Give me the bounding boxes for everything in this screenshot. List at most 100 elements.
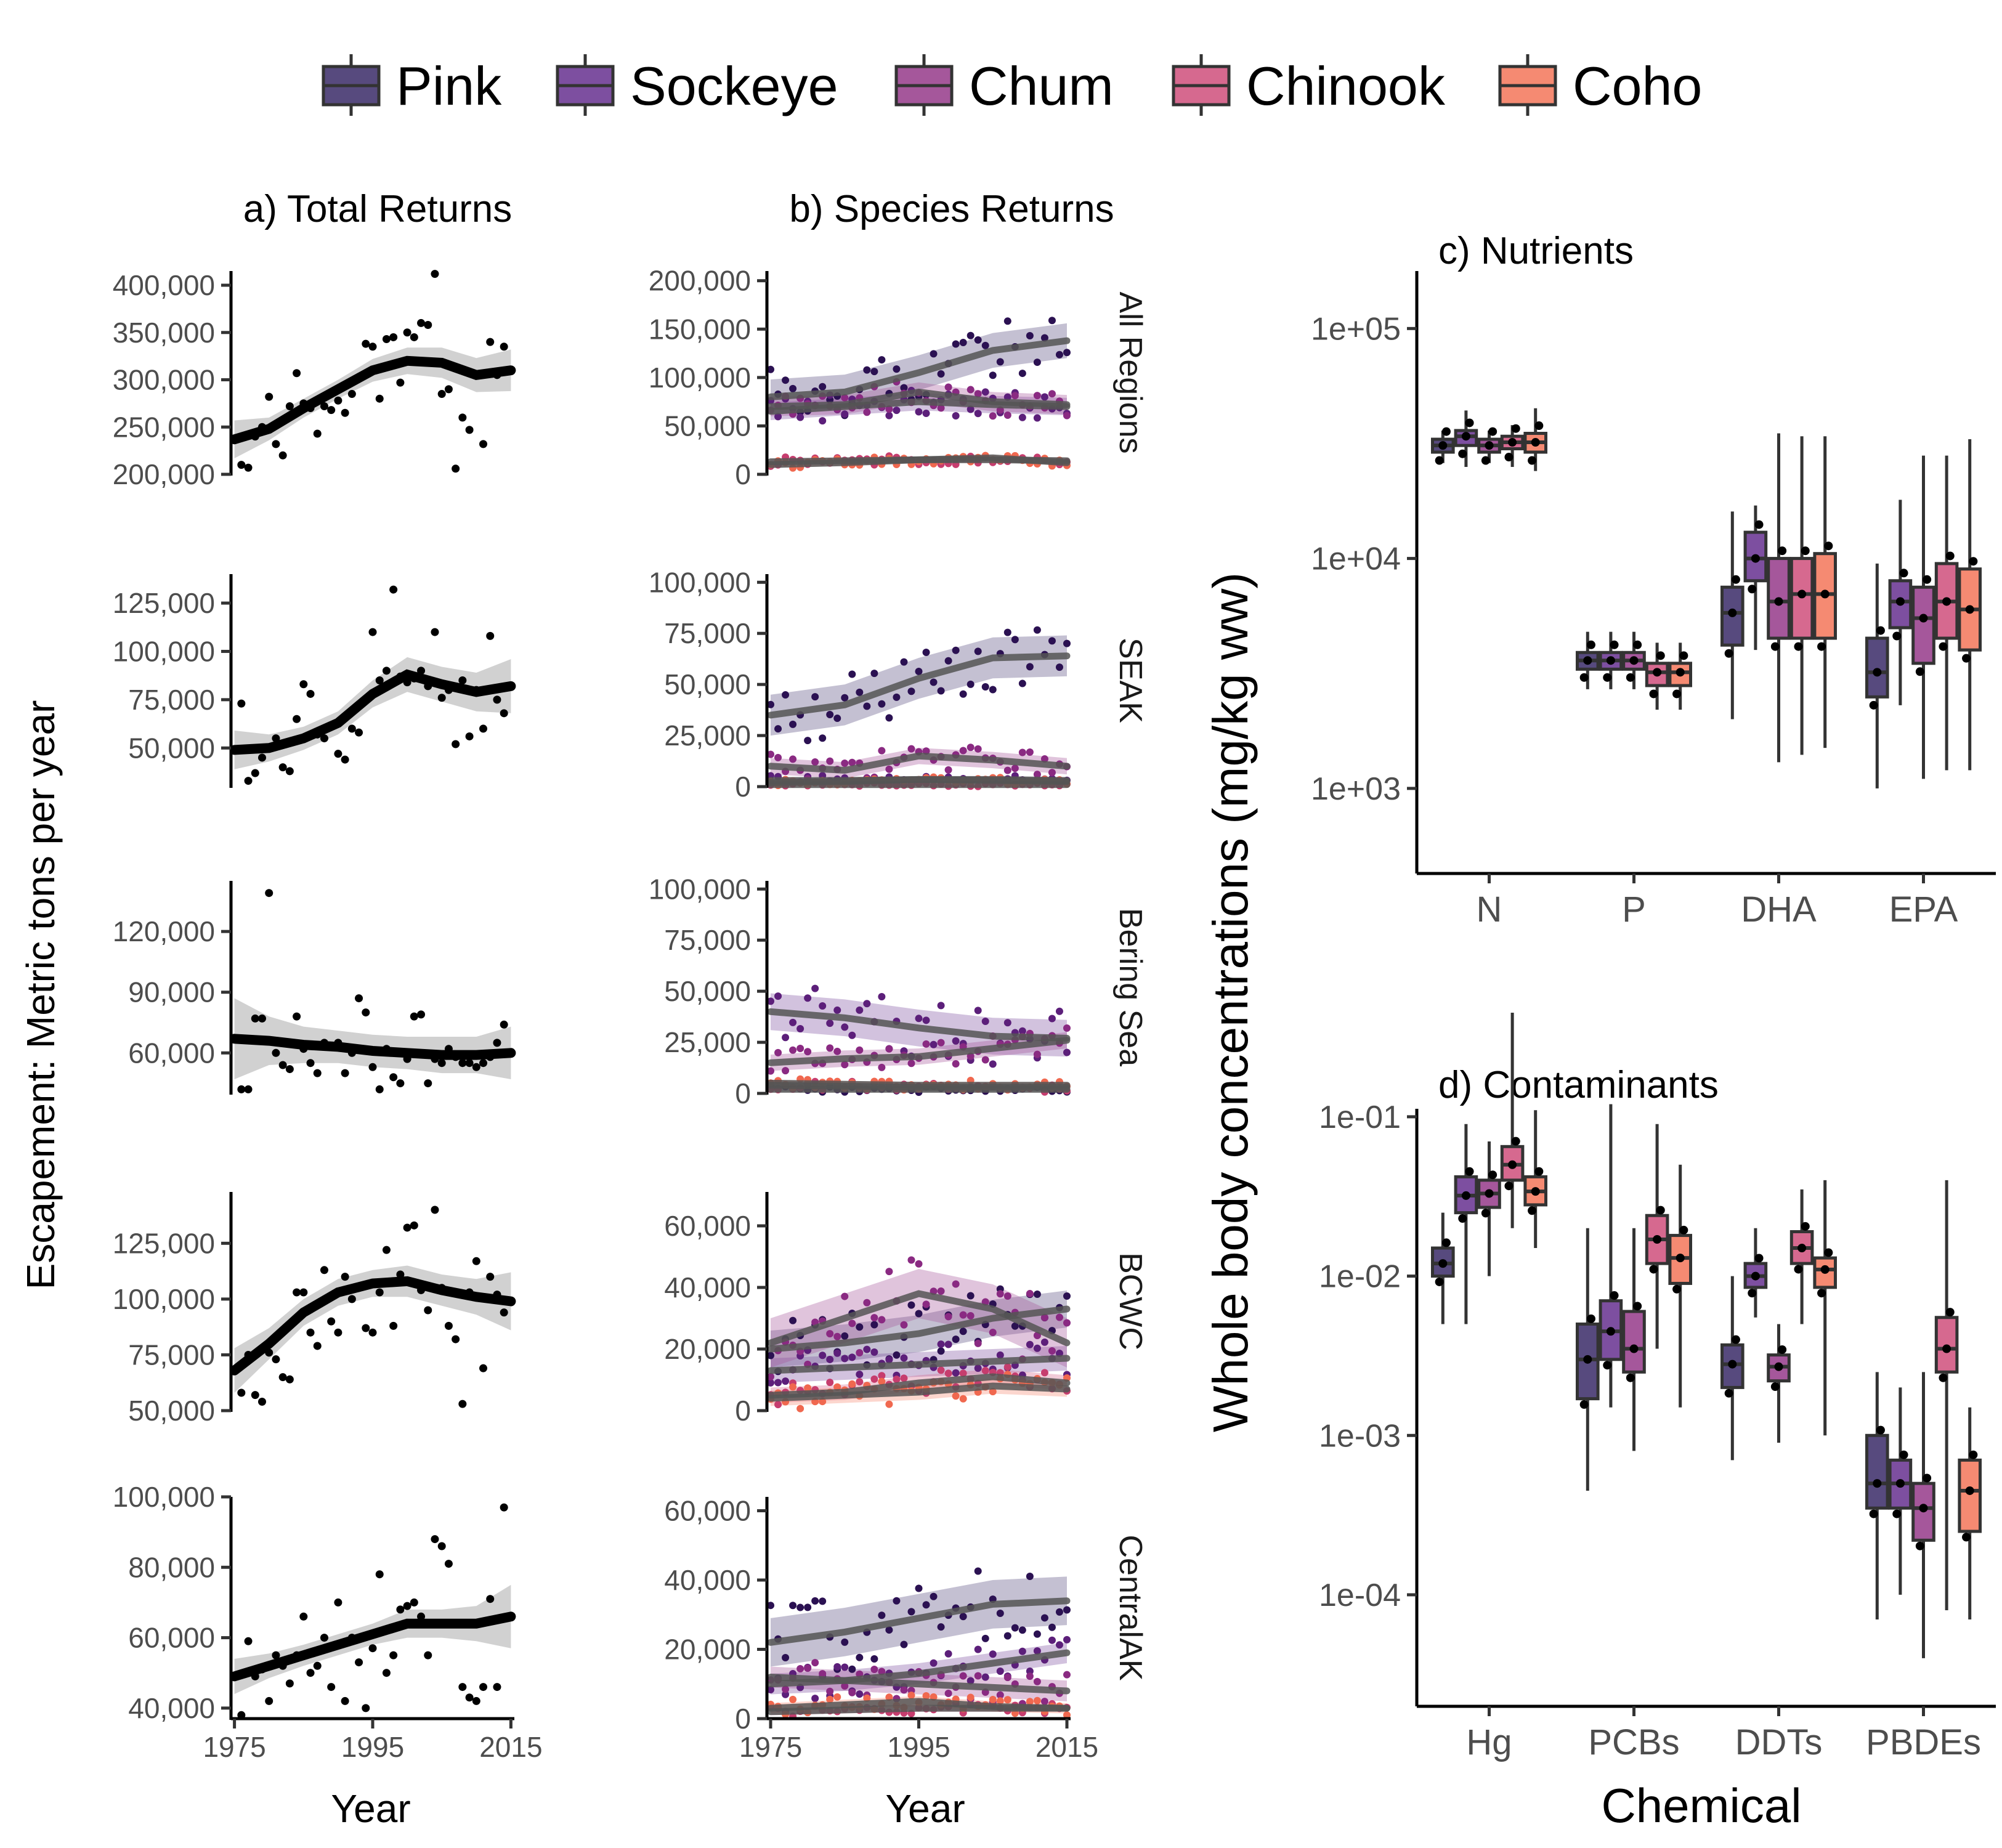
point-pink <box>878 1611 886 1619</box>
y-tick-label: 75,000 <box>128 1339 215 1371</box>
point-chum <box>804 1048 812 1056</box>
data-point <box>1873 1479 1882 1488</box>
point-sockeye <box>974 1645 982 1653</box>
point-coho <box>1033 1696 1041 1704</box>
box-hg-chinook <box>1500 1012 1525 1228</box>
data-point <box>257 753 266 762</box>
point-pink <box>1011 1624 1019 1632</box>
point-sockeye <box>841 410 849 418</box>
point-pink <box>767 1602 775 1610</box>
data-point <box>1438 441 1448 450</box>
point-pink <box>870 368 878 376</box>
data-point <box>1820 590 1830 599</box>
box-epa-chum <box>1911 455 1935 779</box>
point-pink <box>981 341 989 349</box>
data-point <box>1649 1265 1658 1274</box>
data-point <box>1672 1284 1682 1294</box>
point-chum <box>767 1372 775 1380</box>
data-point <box>1748 585 1757 594</box>
box-hg-chum <box>1477 1141 1501 1276</box>
data-point <box>1873 668 1882 677</box>
data-point <box>1899 1450 1908 1459</box>
point-pink <box>1018 370 1026 378</box>
data-point <box>465 426 474 434</box>
data-point <box>1534 421 1544 431</box>
point-pink <box>863 702 871 710</box>
point-pink <box>811 1597 819 1605</box>
data-point <box>327 1683 336 1692</box>
y-tick-label: 1e-03 <box>1319 1418 1401 1454</box>
data-point <box>389 1651 398 1660</box>
data-point <box>479 1364 488 1372</box>
point-sockeye <box>863 1345 871 1353</box>
point-chinook <box>981 1367 989 1375</box>
point-pink <box>959 1327 967 1335</box>
x-tick-label-pcbs: PCBs <box>1588 1722 1679 1762</box>
data-point <box>362 1324 370 1332</box>
data-point <box>1794 1265 1803 1274</box>
point-pink <box>819 1597 827 1605</box>
y-tick-label: 90,000 <box>128 976 215 1008</box>
point-chinook <box>944 1369 952 1377</box>
data-point <box>1676 1254 1685 1263</box>
point-pink <box>900 384 908 392</box>
data-point <box>424 1306 432 1315</box>
point-chum <box>885 405 893 413</box>
panel-a-centralak: 40,000 60,000 80,000 100,000 1975 1995 2015 <box>113 1481 543 1763</box>
point-coho <box>1063 1711 1071 1719</box>
point-sockeye <box>878 992 886 1000</box>
data-point <box>306 1059 315 1068</box>
panel-a-bcwc: 50,000 75,000 100,000 125,000 <box>113 1192 516 1427</box>
data-point <box>1942 1344 1951 1353</box>
point-chum <box>952 1060 960 1068</box>
point-sockeye <box>922 410 930 418</box>
data-point <box>1633 640 1642 649</box>
y-tick-label: 150,000 <box>649 313 751 345</box>
data-point <box>1653 1234 1662 1244</box>
y-tick-label: 400,000 <box>113 269 215 301</box>
point-pink <box>981 683 989 691</box>
data-point <box>493 1683 501 1692</box>
data-point <box>1435 1277 1444 1286</box>
box-body <box>1934 1316 1959 1374</box>
point-pink <box>1055 663 1063 671</box>
point-chum <box>782 1067 790 1075</box>
point-pink <box>959 1613 967 1621</box>
data-point <box>382 1669 391 1677</box>
data-point <box>285 1679 294 1688</box>
point-pink <box>841 1638 849 1646</box>
point-chinook <box>900 1374 908 1382</box>
y-tick-label: 125,000 <box>113 1227 215 1259</box>
data-point <box>444 1321 453 1330</box>
x-tick-label: 1975 <box>203 1731 265 1763</box>
point-chum <box>841 394 849 402</box>
point-chum <box>974 390 982 398</box>
data-point <box>293 715 301 723</box>
box-body <box>1911 585 1935 665</box>
data-point <box>1528 1206 1537 1215</box>
point-pink <box>974 336 982 344</box>
point-sockeye <box>981 388 989 396</box>
point-sockeye <box>833 1349 841 1357</box>
point-sockeye <box>974 1007 982 1015</box>
data-point <box>1656 1206 1665 1215</box>
box-body <box>1865 1433 1889 1510</box>
legend-label-chinook: Chinook <box>1246 55 1446 116</box>
panel-c-nutrients: 1e+03 1e+04 1e+05 N P DHA EPA <box>1311 271 1996 930</box>
data-point <box>1751 554 1760 563</box>
data-point <box>265 1696 274 1705</box>
right-y-axis-title: Whole body concentrations (mg/kg ww) <box>1203 572 1258 1432</box>
smooth-chum <box>767 1674 1071 1695</box>
data-point <box>431 270 439 278</box>
point-chum <box>885 1045 893 1053</box>
y-tick-label: 20,000 <box>664 1634 751 1666</box>
box-dha-coho <box>1813 436 1837 748</box>
data-point <box>1511 424 1520 433</box>
point-coho <box>878 1377 886 1385</box>
point-chum <box>989 1328 997 1336</box>
point-chum <box>1033 392 1041 400</box>
data-point <box>368 628 377 636</box>
point-pink <box>1018 1626 1026 1634</box>
point-sockeye <box>1018 413 1026 421</box>
data-point <box>1820 1265 1830 1274</box>
